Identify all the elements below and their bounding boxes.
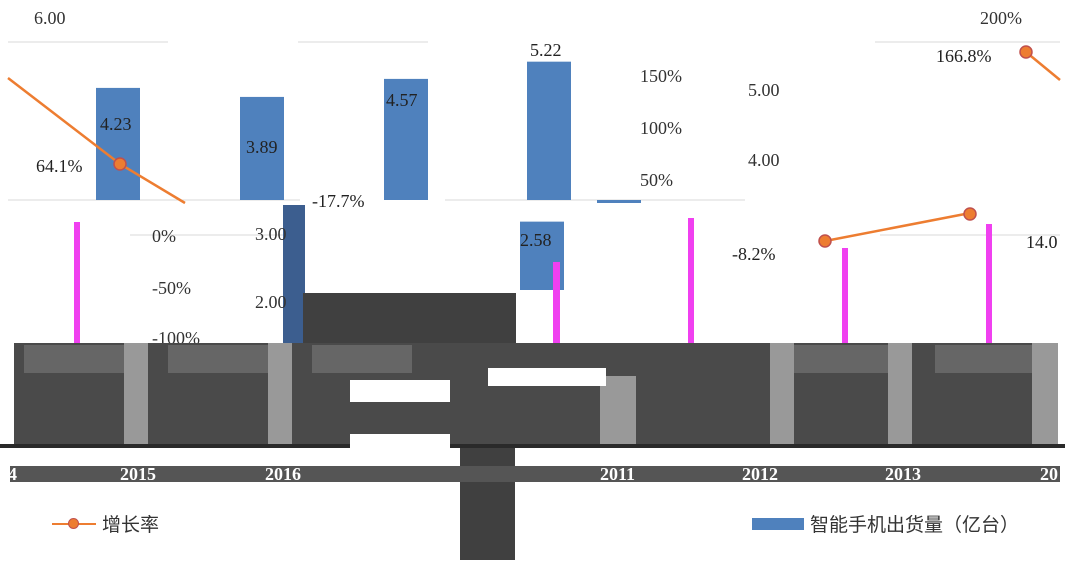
x-axis-labels: 4 2015 2016 2011 2012 2013 20 [8,464,1058,484]
right-axis-tick: 200% [980,8,1022,28]
x-axis-label: 2012 [742,464,778,484]
growth-marker [963,207,977,221]
bar-value-label: 5.22 [530,40,562,60]
bar-labels-layer: 0.972.584.575.224.233.89 [100,40,647,364]
x-axis-label: 4 [8,464,17,484]
left-axis-tick: 5.00 [748,80,780,100]
growth-label: 64.1% [36,156,83,176]
legend-growth: 增长率 [52,510,159,537]
growth-marker [113,157,127,171]
right-axis-tick: 50% [640,170,673,190]
glitch-strokes [74,218,992,344]
legend-shipments: 智能手机出货量（亿台） [752,510,1019,537]
legend-bar-swatch [752,517,804,530]
x-axis-label: 20 [1040,464,1058,484]
shipment-bar-fragment [597,200,641,203]
growth-label: -17.7% [312,191,365,211]
growth-label: 14.0 [1026,232,1058,252]
growth-label: 166.8% [936,46,992,66]
bar-value-label: 3.89 [246,137,278,157]
bar-value-label: 4.57 [386,90,418,110]
right-axis-tick: 150% [640,66,682,86]
shipment-bar [240,96,284,200]
right-axis-tick: -50% [152,278,191,298]
right-axis-tick: 0% [152,226,176,246]
legend-shipments-label: 智能手机出货量（亿台） [810,515,1020,536]
bar-value-label: 2.58 [520,230,552,250]
shipment-bar [527,61,571,200]
legend-line-swatch [52,517,96,531]
left-axis-tick: 6.00 [34,8,66,28]
growth-marker [818,234,832,248]
growth-markers-layer [113,45,1033,248]
shipment-bar [384,78,428,200]
x-axis-label: 2013 [885,464,921,484]
x-axis-label: 2011 [600,464,635,484]
legend-growth-label: 增长率 [102,515,160,536]
left-axis-tick: 4.00 [748,150,780,170]
growth-labels-layer: 166.8% 64.1% -8.2% -17.7% 14.0 [36,46,1058,264]
left-axis-tick: 2.00 [255,292,287,312]
x-axis-label: 2015 [120,464,156,484]
left-axis-tick: 3.00 [255,224,287,244]
shipment-bar [96,87,140,200]
bars-layer [96,61,644,445]
growth-marker [1019,45,1033,59]
growth-label: -8.2% [732,244,776,264]
right-axis-tick: 100% [640,118,682,138]
bar-value-label: 4.23 [100,114,132,134]
x-axis-label: 2016 [265,464,301,484]
glitch-blocks [0,293,1065,560]
